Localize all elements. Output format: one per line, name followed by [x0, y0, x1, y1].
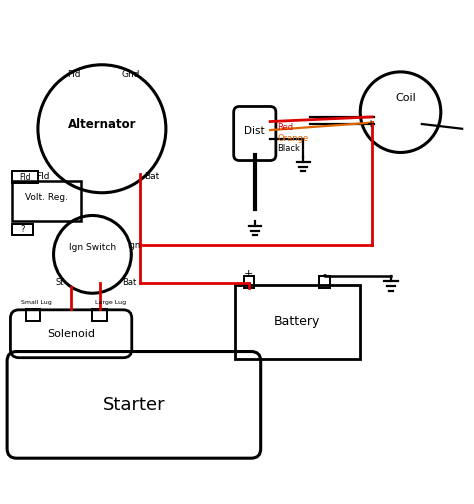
- Text: -: -: [323, 269, 327, 279]
- Bar: [26, 309, 40, 321]
- Bar: [235, 285, 360, 359]
- Text: Volt. Reg.: Volt. Reg.: [25, 193, 68, 202]
- Text: Fld: Fld: [36, 172, 50, 180]
- Text: Coil: Coil: [395, 93, 416, 103]
- Bar: [244, 276, 254, 288]
- Text: Gnd: Gnd: [121, 70, 140, 79]
- Text: Red: Red: [277, 123, 293, 133]
- Text: Large Lug: Large Lug: [95, 300, 126, 305]
- Text: Fld: Fld: [67, 70, 80, 79]
- Text: Dist: Dist: [245, 126, 265, 136]
- Bar: [92, 309, 107, 321]
- Text: Bat: Bat: [122, 278, 137, 287]
- Text: Bat: Bat: [145, 172, 160, 180]
- Text: -: -: [425, 119, 428, 129]
- Text: Fld: Fld: [19, 173, 31, 182]
- Text: +: +: [366, 119, 374, 129]
- Text: Solenoid: Solenoid: [47, 329, 95, 339]
- Text: Battery: Battery: [274, 316, 320, 329]
- Text: Ign Switch: Ign Switch: [69, 243, 116, 252]
- Text: Orange: Orange: [277, 134, 309, 143]
- Text: ?: ?: [20, 225, 25, 234]
- Text: +: +: [244, 269, 254, 279]
- Text: Black: Black: [277, 144, 300, 153]
- Bar: [12, 171, 38, 183]
- Text: St: St: [55, 278, 64, 287]
- Bar: [12, 181, 81, 221]
- Bar: [319, 276, 330, 288]
- Text: Ign: Ign: [127, 241, 140, 250]
- Bar: [12, 224, 33, 235]
- Text: Alternator: Alternator: [68, 117, 136, 131]
- Text: Starter: Starter: [102, 396, 165, 414]
- Text: Small Lug: Small Lug: [21, 300, 52, 305]
